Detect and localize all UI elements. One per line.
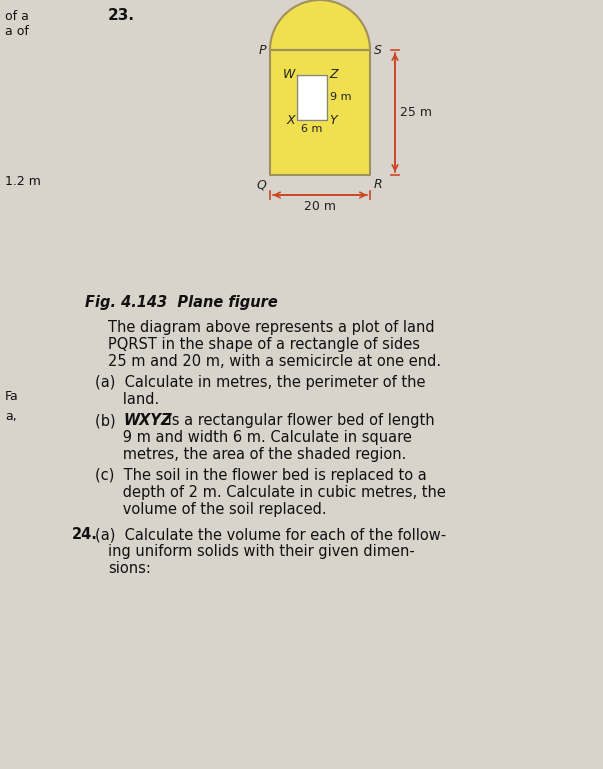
Text: Z: Z — [329, 68, 338, 82]
Text: 25 m and 20 m, with a semicircle at one end.: 25 m and 20 m, with a semicircle at one … — [108, 354, 441, 369]
Polygon shape — [297, 75, 327, 120]
Text: PQRST in the shape of a rectangle of sides: PQRST in the shape of a rectangle of sid… — [108, 337, 420, 352]
Text: metres, the area of the shaded region.: metres, the area of the shaded region. — [95, 447, 406, 462]
Text: W: W — [283, 68, 295, 82]
Text: (a)  Calculate the volume for each of the follow-: (a) Calculate the volume for each of the… — [95, 527, 446, 542]
Text: X: X — [286, 114, 295, 126]
Text: a,: a, — [5, 410, 17, 423]
Text: The diagram above represents a plot of land: The diagram above represents a plot of l… — [108, 320, 435, 335]
Text: 24.: 24. — [72, 527, 98, 542]
Text: P: P — [259, 44, 266, 56]
Text: 1.2 m: 1.2 m — [5, 175, 41, 188]
Text: (a)  Calculate in metres, the perimeter of the: (a) Calculate in metres, the perimeter o… — [95, 375, 426, 390]
Text: ing uniform solids with their given dimen-: ing uniform solids with their given dime… — [108, 544, 415, 559]
Text: sions:: sions: — [108, 561, 151, 576]
Text: (c)  The soil in the flower bed is replaced to a: (c) The soil in the flower bed is replac… — [95, 468, 427, 483]
Polygon shape — [270, 0, 370, 175]
Text: is a rectangular flower bed of length: is a rectangular flower bed of length — [163, 413, 435, 428]
Text: R: R — [374, 178, 383, 191]
Text: 23.: 23. — [108, 8, 135, 23]
Text: volume of the soil replaced.: volume of the soil replaced. — [95, 502, 327, 517]
Text: S: S — [374, 44, 382, 56]
Text: WXYZ: WXYZ — [123, 413, 172, 428]
Text: Fa: Fa — [5, 390, 19, 403]
Text: 9 m: 9 m — [330, 92, 352, 102]
Text: 9 m and width 6 m. Calculate in square: 9 m and width 6 m. Calculate in square — [95, 430, 412, 445]
Text: 25 m: 25 m — [400, 106, 432, 119]
Text: Y: Y — [329, 114, 336, 126]
Text: depth of 2 m. Calculate in cubic metres, the: depth of 2 m. Calculate in cubic metres,… — [95, 485, 446, 500]
Text: (b): (b) — [95, 413, 125, 428]
Text: 20 m: 20 m — [304, 200, 336, 213]
Text: land.: land. — [95, 392, 159, 407]
Text: a of: a of — [5, 25, 29, 38]
Text: of a: of a — [5, 10, 29, 23]
Text: Q: Q — [256, 178, 266, 191]
Text: 6 m: 6 m — [302, 124, 323, 134]
Text: Fig. 4.143  Plane figure: Fig. 4.143 Plane figure — [85, 295, 278, 310]
